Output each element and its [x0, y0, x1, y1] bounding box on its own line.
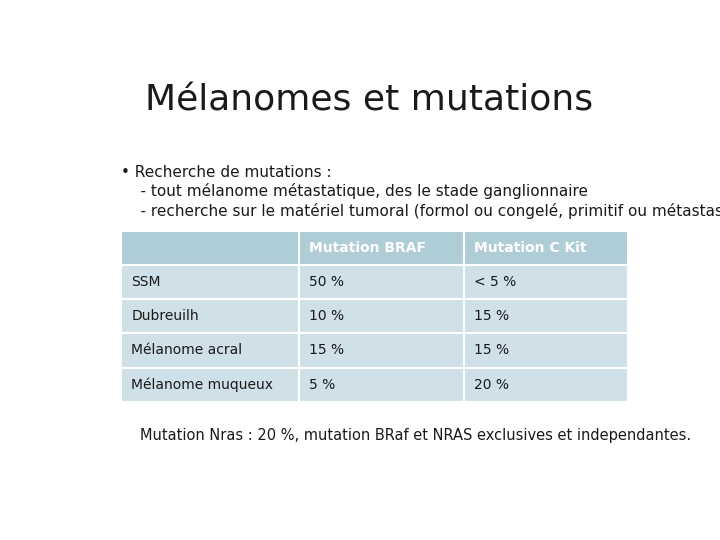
Text: Mutation C Kit: Mutation C Kit	[474, 241, 586, 255]
Text: Mélanome acral: Mélanome acral	[132, 343, 243, 357]
Text: 15 %: 15 %	[474, 309, 509, 323]
Bar	[300, 333, 464, 368]
Text: 15 %: 15 %	[474, 343, 509, 357]
Text: 10 %: 10 %	[309, 309, 344, 323]
Text: Mélanomes et mutations: Mélanomes et mutations	[145, 84, 593, 118]
Text: Mutation BRAF: Mutation BRAF	[309, 241, 426, 255]
Text: 20 %: 20 %	[474, 377, 509, 392]
Text: SSM: SSM	[132, 275, 161, 289]
Bar	[464, 333, 629, 368]
Text: Mélanome muqueux: Mélanome muqueux	[132, 377, 274, 392]
Text: 15 %: 15 %	[309, 343, 344, 357]
Bar	[464, 299, 629, 333]
Bar	[121, 231, 300, 265]
Text: < 5 %: < 5 %	[474, 275, 516, 289]
Text: • Recherche de mutations :: • Recherche de mutations :	[121, 165, 331, 180]
Text: 5 %: 5 %	[309, 377, 336, 392]
Text: Dubreuilh: Dubreuilh	[132, 309, 199, 323]
Bar	[121, 333, 300, 368]
Bar	[300, 299, 464, 333]
Bar	[464, 231, 629, 265]
Bar	[300, 265, 464, 299]
Text: 50 %: 50 %	[309, 275, 344, 289]
Text: Mutation Nras : 20 %, mutation BRaf et NRAS exclusives et independantes.: Mutation Nras : 20 %, mutation BRaf et N…	[140, 428, 691, 443]
Bar	[121, 299, 300, 333]
Bar	[464, 265, 629, 299]
Text: - recherche sur le matériel tumoral (formol ou congelé, primitif ou métastase): - recherche sur le matériel tumoral (for…	[121, 203, 720, 219]
Bar	[464, 368, 629, 402]
Bar	[300, 368, 464, 402]
Bar	[300, 231, 464, 265]
Text: - tout mélanome métastatique, des le stade ganglionnaire: - tout mélanome métastatique, des le sta…	[121, 183, 588, 199]
Bar	[121, 368, 300, 402]
Bar	[121, 265, 300, 299]
